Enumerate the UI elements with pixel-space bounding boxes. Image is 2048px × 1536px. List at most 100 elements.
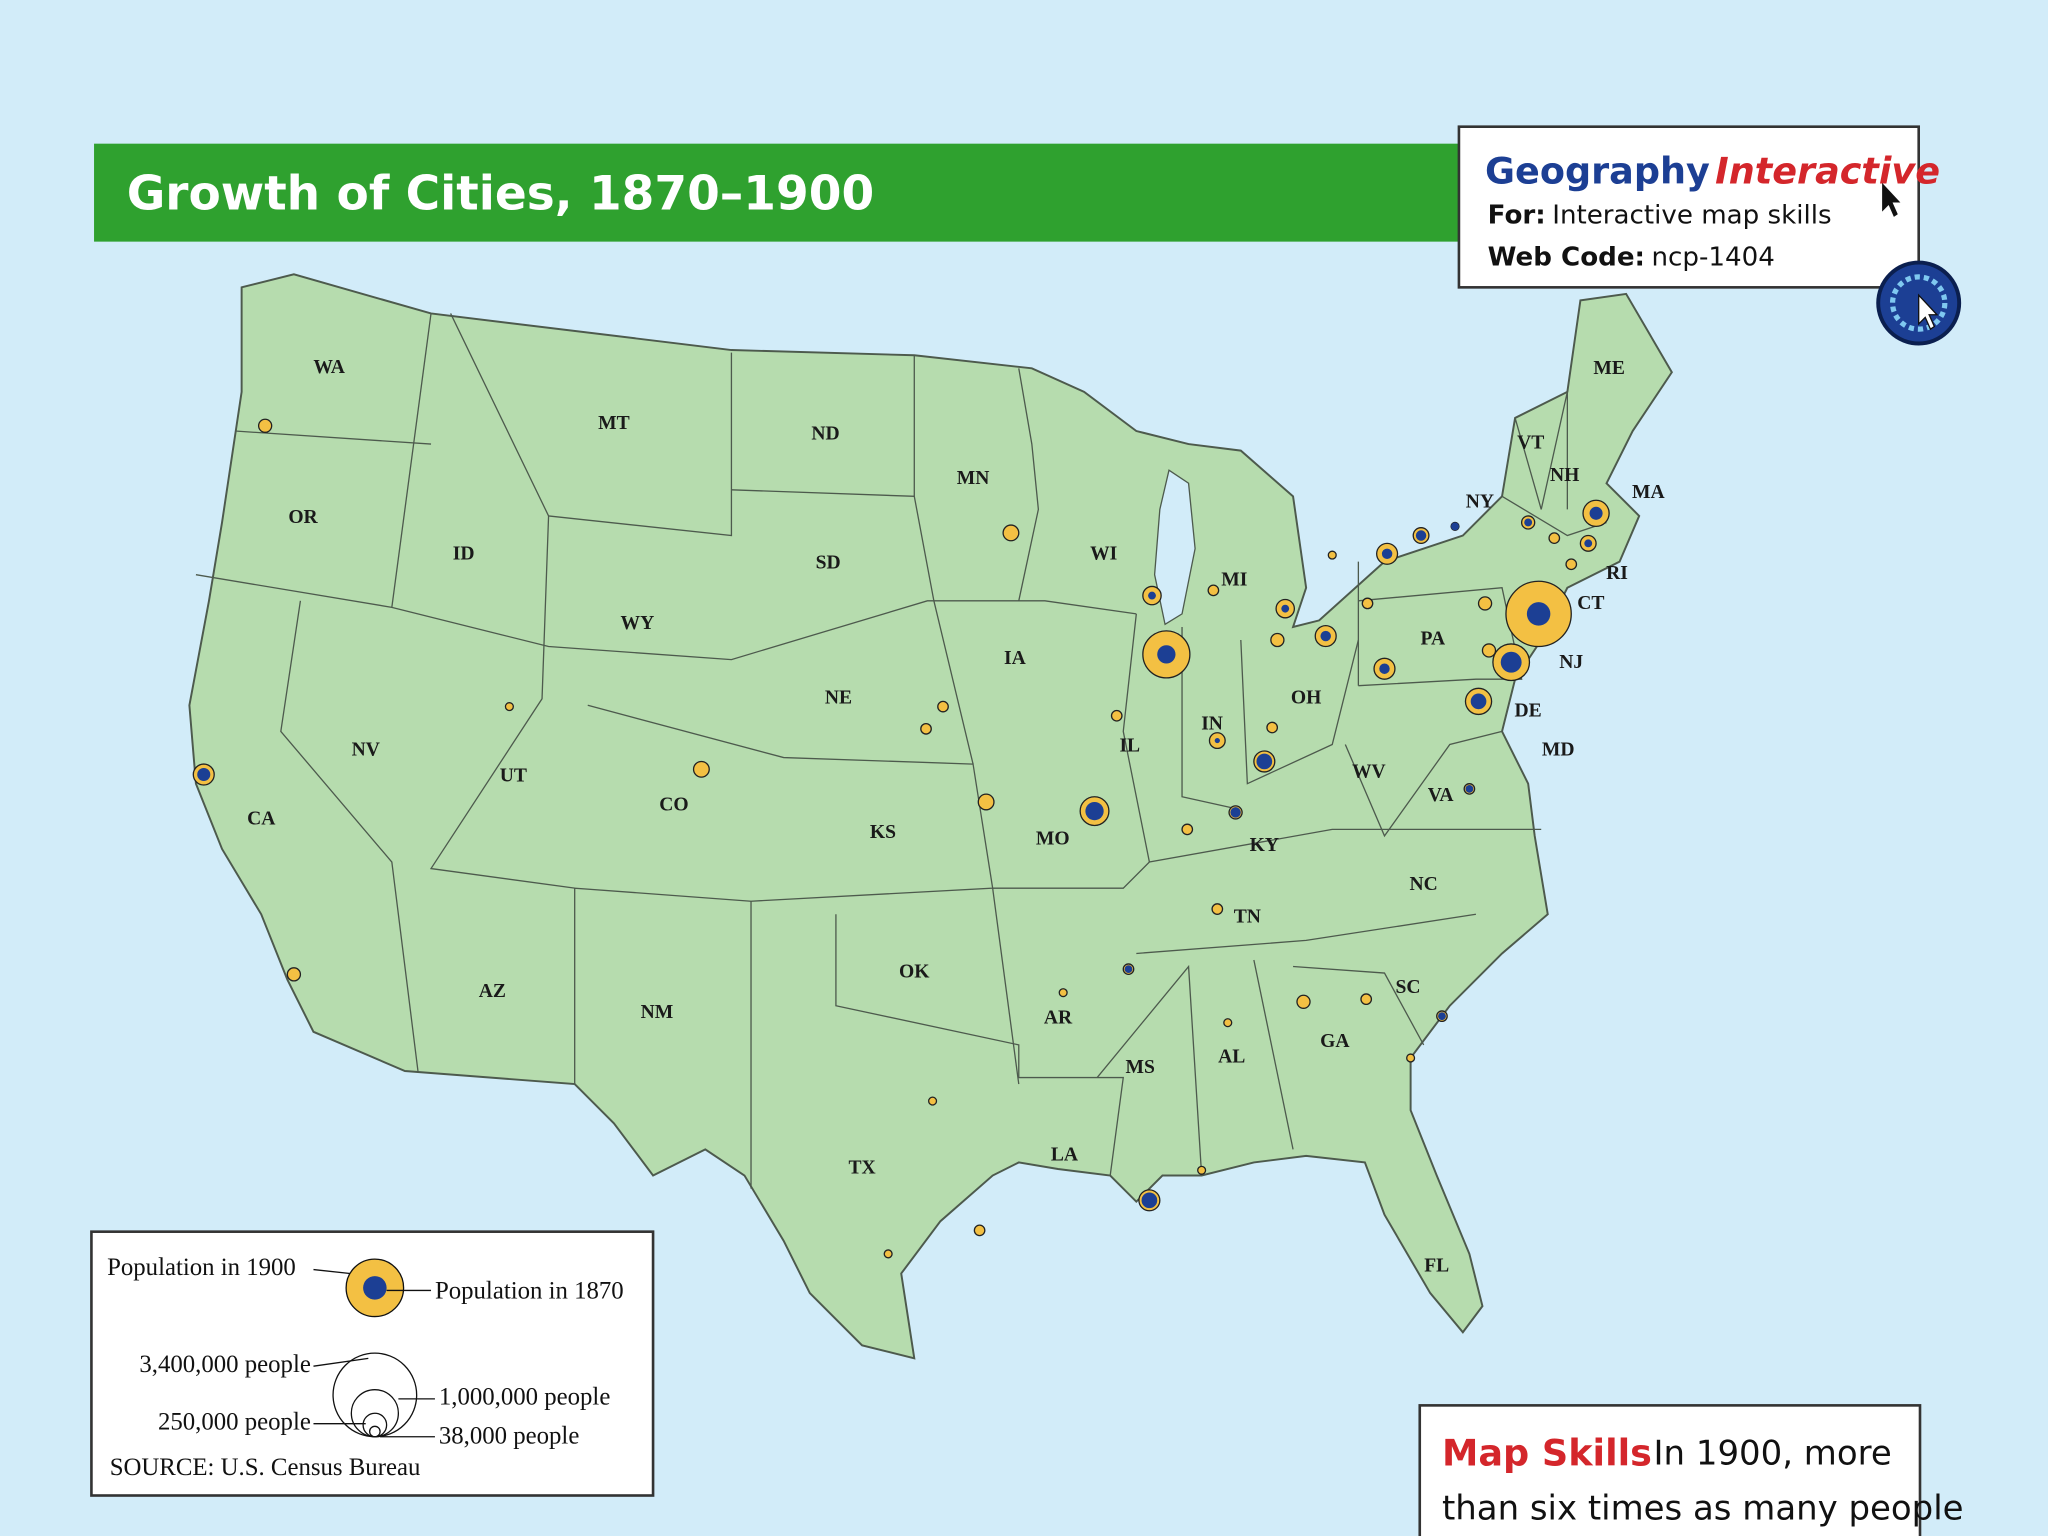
city-1900 bbox=[927, 1096, 938, 1106]
legend-symbol-1870 bbox=[363, 1276, 387, 1300]
state-label: MT bbox=[598, 413, 630, 434]
us-outline bbox=[188, 273, 1673, 1360]
city-1900 bbox=[1197, 1165, 1207, 1175]
state-label: MI bbox=[1221, 570, 1247, 591]
legend-1900: Population in 1900 bbox=[107, 1254, 296, 1281]
city-1900 bbox=[1481, 643, 1497, 658]
launch-button-ring[interactable] bbox=[1889, 274, 1948, 332]
city-1870 bbox=[197, 768, 211, 782]
state-label: IA bbox=[1004, 648, 1026, 669]
city-1870 bbox=[1124, 965, 1133, 974]
city-1870 bbox=[1524, 518, 1533, 527]
city-1870 bbox=[1470, 693, 1487, 710]
cursor-icon bbox=[1882, 182, 1901, 217]
city-1870 bbox=[1465, 784, 1474, 793]
state-label: OR bbox=[288, 507, 318, 528]
map-skills-text: than six times as many people bbox=[1442, 1488, 1964, 1528]
state-label: OH bbox=[1291, 687, 1321, 708]
city-1900 bbox=[920, 722, 932, 735]
city-1900 bbox=[286, 967, 302, 982]
code-text: ncp-1404 bbox=[1652, 242, 1775, 272]
state-label: CO bbox=[659, 794, 688, 815]
legend-size: 3,400,000 people bbox=[139, 1351, 310, 1378]
launch-button[interactable] bbox=[1876, 260, 1962, 346]
city-1900 bbox=[1360, 993, 1373, 1006]
city-1870 bbox=[1157, 645, 1176, 664]
state-label: ID bbox=[453, 544, 475, 565]
city-1900 bbox=[1477, 596, 1493, 611]
lake-michigan bbox=[1153, 469, 1196, 626]
city-1900 bbox=[1270, 632, 1285, 648]
map-skills-heading: Map Skills bbox=[1442, 1432, 1652, 1475]
state-label: NE bbox=[825, 687, 852, 708]
city-1870 bbox=[1141, 1192, 1158, 1209]
city-1870 bbox=[1381, 548, 1393, 560]
map-skills-text: In 1900, more bbox=[1654, 1434, 1892, 1474]
city-1870 bbox=[1379, 663, 1390, 674]
state-label: ME bbox=[1593, 358, 1625, 379]
city-1870 bbox=[1320, 630, 1331, 642]
state-label: ND bbox=[811, 423, 839, 444]
map-title: Growth of Cities, 1870–1900 bbox=[127, 167, 874, 222]
state-label: NH bbox=[1550, 465, 1579, 486]
legend-size: 1,000,000 people bbox=[439, 1384, 610, 1411]
city-1900 bbox=[1361, 597, 1374, 610]
city-1900 bbox=[977, 793, 995, 811]
state-label: IL bbox=[1119, 736, 1140, 757]
state-label: OK bbox=[899, 962, 930, 983]
for-text: Interactive map skills bbox=[1552, 200, 1831, 230]
state-label: WY bbox=[621, 613, 655, 634]
city-1870 bbox=[1256, 753, 1273, 770]
state-label: KY bbox=[1250, 835, 1279, 856]
city-1900 bbox=[692, 760, 710, 778]
state-label: WV bbox=[1352, 762, 1386, 783]
state-label: NJ bbox=[1559, 652, 1583, 673]
launch-cursor[interactable] bbox=[1918, 293, 1939, 331]
state-label: AR bbox=[1044, 1007, 1073, 1028]
state-label: FL bbox=[1424, 1255, 1449, 1276]
state-label: MN bbox=[957, 468, 990, 489]
state-label: CA bbox=[247, 809, 275, 830]
city-1900 bbox=[1207, 584, 1220, 597]
city-1870 bbox=[1526, 602, 1551, 626]
city-1870 bbox=[1415, 530, 1427, 541]
city-1900 bbox=[973, 1224, 986, 1237]
state-label: DE bbox=[1515, 700, 1542, 721]
city-1900 bbox=[1266, 721, 1279, 734]
city-1900 bbox=[1211, 903, 1224, 915]
brand-geography: Geography bbox=[1485, 149, 1710, 192]
size-circle-tiny bbox=[368, 1425, 381, 1438]
state-label: NC bbox=[1410, 874, 1438, 895]
city-1900 bbox=[1181, 823, 1194, 836]
city-1870 bbox=[1214, 737, 1220, 744]
city-1900 bbox=[1406, 1053, 1416, 1063]
brand-interactive: Interactive bbox=[1715, 149, 1940, 192]
city-1870 bbox=[1500, 651, 1522, 673]
size-leaders bbox=[313, 1357, 435, 1438]
state-label: AZ bbox=[479, 981, 506, 1002]
city-markers bbox=[192, 418, 1610, 1259]
city-1900 bbox=[1110, 709, 1123, 722]
city-1900 bbox=[1058, 988, 1068, 998]
state-label: MS bbox=[1126, 1057, 1155, 1078]
city-1900 bbox=[1327, 550, 1337, 560]
for-line: For: Interactive map skills bbox=[1488, 200, 1832, 230]
state-label: VA bbox=[1428, 785, 1454, 806]
state-label: MA bbox=[1632, 482, 1665, 503]
state-label: CT bbox=[1577, 593, 1604, 614]
map-skills-box bbox=[1418, 1404, 1922, 1536]
state-label: AL bbox=[1218, 1046, 1245, 1067]
web-code-box bbox=[1457, 125, 1920, 289]
city-1900 bbox=[1223, 1018, 1233, 1028]
state-label: NM bbox=[641, 1002, 674, 1023]
state-label: RI bbox=[1606, 563, 1628, 584]
city-1870 bbox=[1438, 1012, 1446, 1021]
city-1900 bbox=[257, 418, 273, 433]
state-label: VT bbox=[1517, 433, 1544, 454]
state-label: PA bbox=[1420, 629, 1445, 650]
state-label: LA bbox=[1051, 1144, 1078, 1165]
state-borders bbox=[195, 313, 1607, 1189]
state-label: IN bbox=[1201, 713, 1223, 734]
state-label: KS bbox=[870, 822, 896, 843]
